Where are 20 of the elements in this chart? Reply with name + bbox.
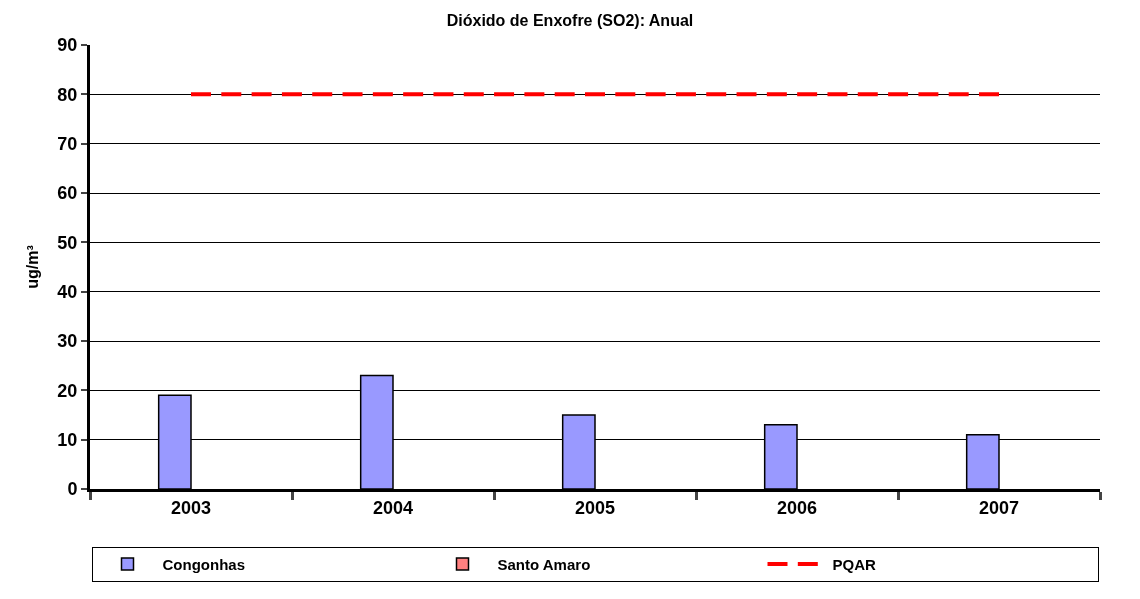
y-tick-label: 80 (57, 84, 78, 105)
y-tick-label: 30 (57, 331, 78, 352)
x-tick-label: 2004 (372, 497, 414, 518)
y-tick-label: 20 (57, 380, 78, 401)
y-axis-title: ug/m³ (24, 245, 42, 289)
y-tick-label: 10 (57, 429, 78, 450)
x-tick-label: 2006 (776, 497, 818, 518)
y-tick-label: 70 (57, 133, 78, 154)
y-tick-label: 50 (57, 232, 78, 253)
chart-title: Dióxido de Enxofre (SO2): Anual (446, 12, 694, 30)
y-tick-label: 40 (57, 281, 78, 302)
x-tick-label: 2003 (170, 497, 212, 518)
legend-label: Santo Amaro (497, 555, 591, 573)
y-tick-label: 90 (57, 35, 78, 56)
y-tick-label: 0 (67, 479, 78, 500)
x-tick-label: 2007 (978, 497, 1020, 518)
y-tick-label: 60 (57, 183, 78, 204)
legend-label: PQAR (832, 555, 876, 573)
legend-label: Congonhas (162, 555, 245, 573)
x-tick-label: 2005 (574, 497, 616, 518)
